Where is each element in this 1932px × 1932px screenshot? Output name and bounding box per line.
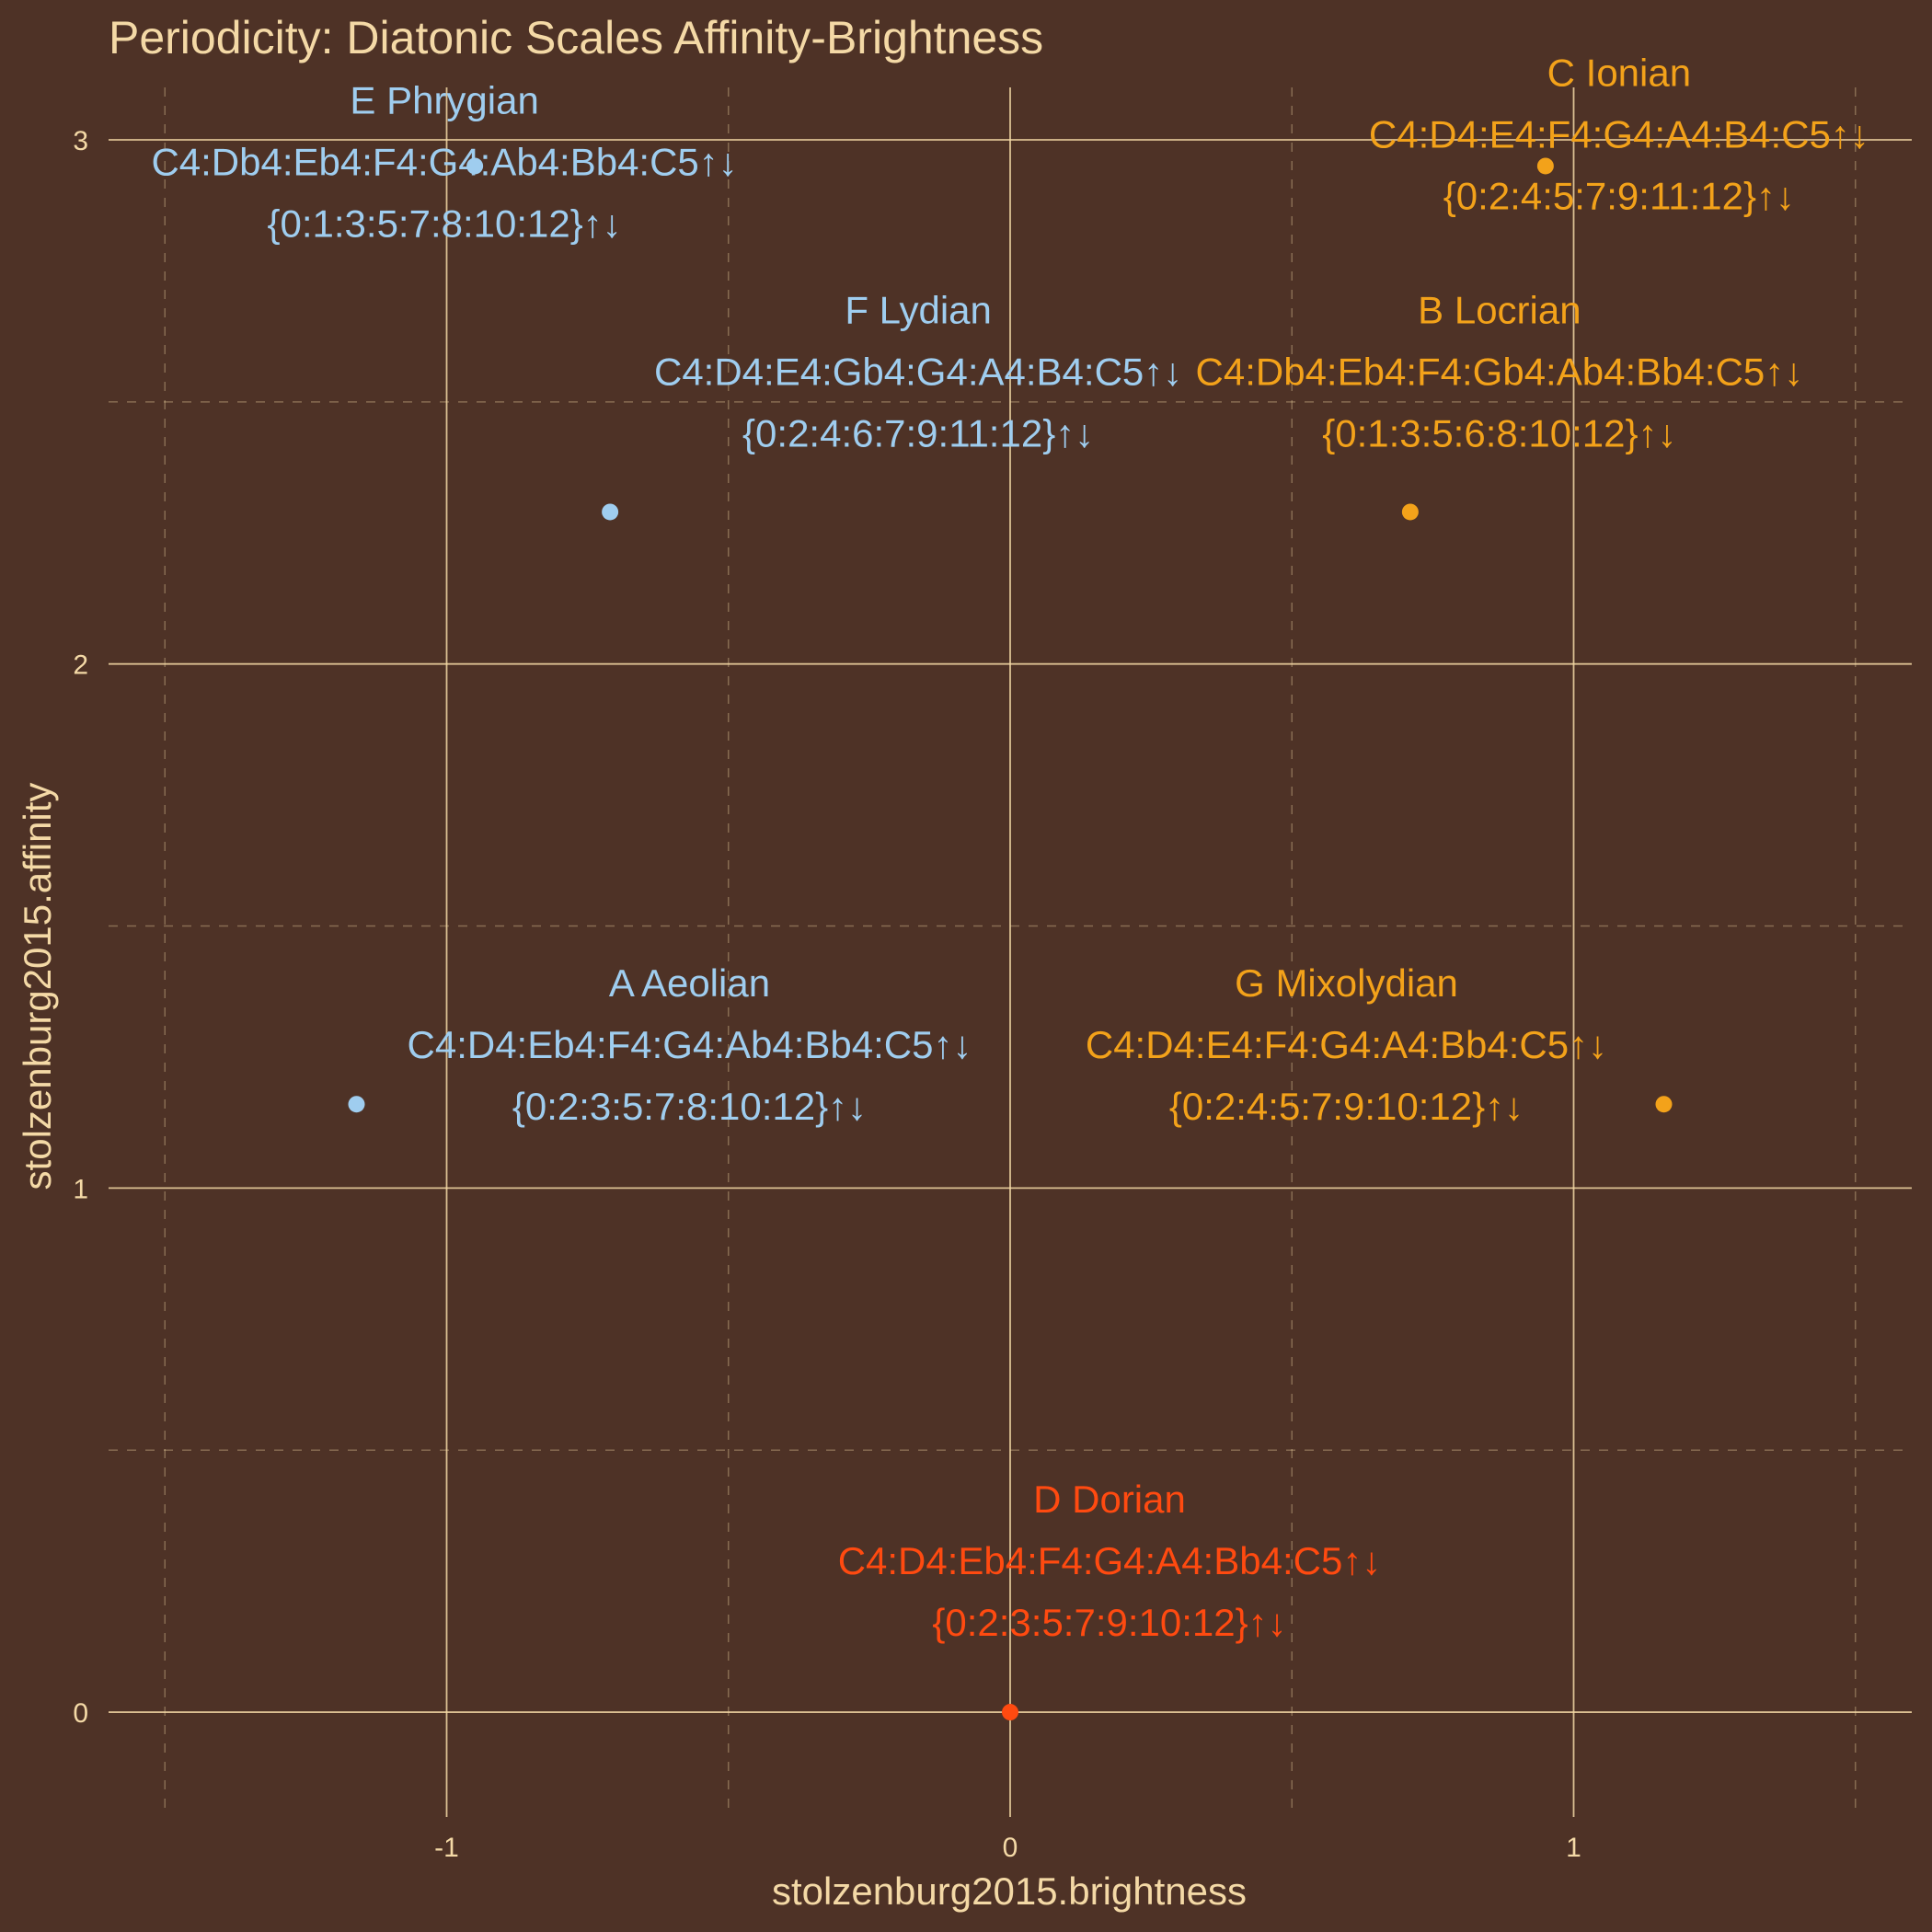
point-intervals-label: {0:2:3:5:7:9:10:12}↑↓: [932, 1601, 1286, 1644]
point-name-label: F Lydian: [845, 288, 992, 331]
y-tick-label: 1: [73, 1174, 88, 1204]
point-name-label: E Phrygian: [350, 78, 538, 121]
x-tick-label: 0: [1003, 1833, 1018, 1863]
y-tick-label: 2: [73, 650, 88, 681]
point-notes-label: C4:D4:Eb4:F4:G4:Ab4:Bb4:C5↑↓: [408, 1023, 972, 1066]
point-intervals-label: {0:1:3:5:6:8:10:12}↑↓: [1322, 411, 1676, 454]
data-point: [466, 157, 484, 175]
point-notes-label: C4:D4:E4:Gb4:G4:A4:B4:C5↑↓: [654, 350, 1182, 393]
y-tick-label: 3: [73, 126, 88, 156]
data-point: [1536, 157, 1554, 175]
x-tick-label: -1: [434, 1833, 459, 1863]
data-point: [1655, 1096, 1673, 1113]
point-notes-label: C4:D4:E4:F4:G4:A4:Bb4:C5↑↓: [1086, 1023, 1607, 1066]
point-intervals-label: {0:1:3:5:7:8:10:12}↑↓: [267, 201, 621, 245]
point-notes-label: C4:Db4:Eb4:F4:G4:Ab4:Bb4:C5↑↓: [151, 140, 737, 183]
point-name-label: G Mixolydian: [1235, 961, 1458, 1005]
data-points: [348, 157, 1673, 1721]
axes: -1 0 1 0 1 2 3: [73, 126, 1581, 1863]
point-name-label: D Dorian: [1033, 1478, 1186, 1521]
data-point: [348, 1096, 365, 1113]
point-labels: C Ionian C4:D4:E4:F4:G4:A4:B4:C5↑↓ {0:2:4:…: [151, 51, 1869, 1644]
y-axis-label: stolzenburg2015.affinity: [16, 783, 59, 1190]
point-name-label: A Aeolian: [609, 961, 770, 1005]
point-notes-label: C4:D4:Eb4:F4:G4:A4:Bb4:C5↑↓: [838, 1539, 1382, 1582]
point-notes-label: C4:D4:E4:F4:G4:A4:B4:C5↑↓: [1369, 112, 1869, 155]
point-intervals-label: {0:2:4:5:7:9:10:12}↑↓: [1169, 1085, 1524, 1128]
data-point: [1401, 503, 1419, 521]
point-intervals-label: {0:2:4:5:7:9:11:12}↑↓: [1443, 174, 1795, 217]
point-intervals-label: {0:2:3:5:7:8:10:12}↑↓: [512, 1085, 867, 1128]
data-point: [1002, 1704, 1018, 1721]
x-tick-label: 1: [1566, 1833, 1581, 1863]
y-tick-label: 0: [73, 1698, 88, 1729]
chart-title: Periodicity: Diatonic Scales Affinity-Br…: [109, 12, 1043, 63]
data-point: [602, 503, 619, 521]
x-axis-label: stolzenburg2015.brightness: [772, 1869, 1247, 1913]
point-name-label: C Ionian: [1547, 51, 1691, 94]
point-name-label: B Locrian: [1418, 288, 1581, 331]
point-intervals-label: {0:2:4:6:7:9:11:12}↑↓: [742, 411, 1094, 454]
point-notes-label: C4:Db4:Eb4:F4:Gb4:Ab4:Bb4:C5↑↓: [1196, 350, 1804, 393]
